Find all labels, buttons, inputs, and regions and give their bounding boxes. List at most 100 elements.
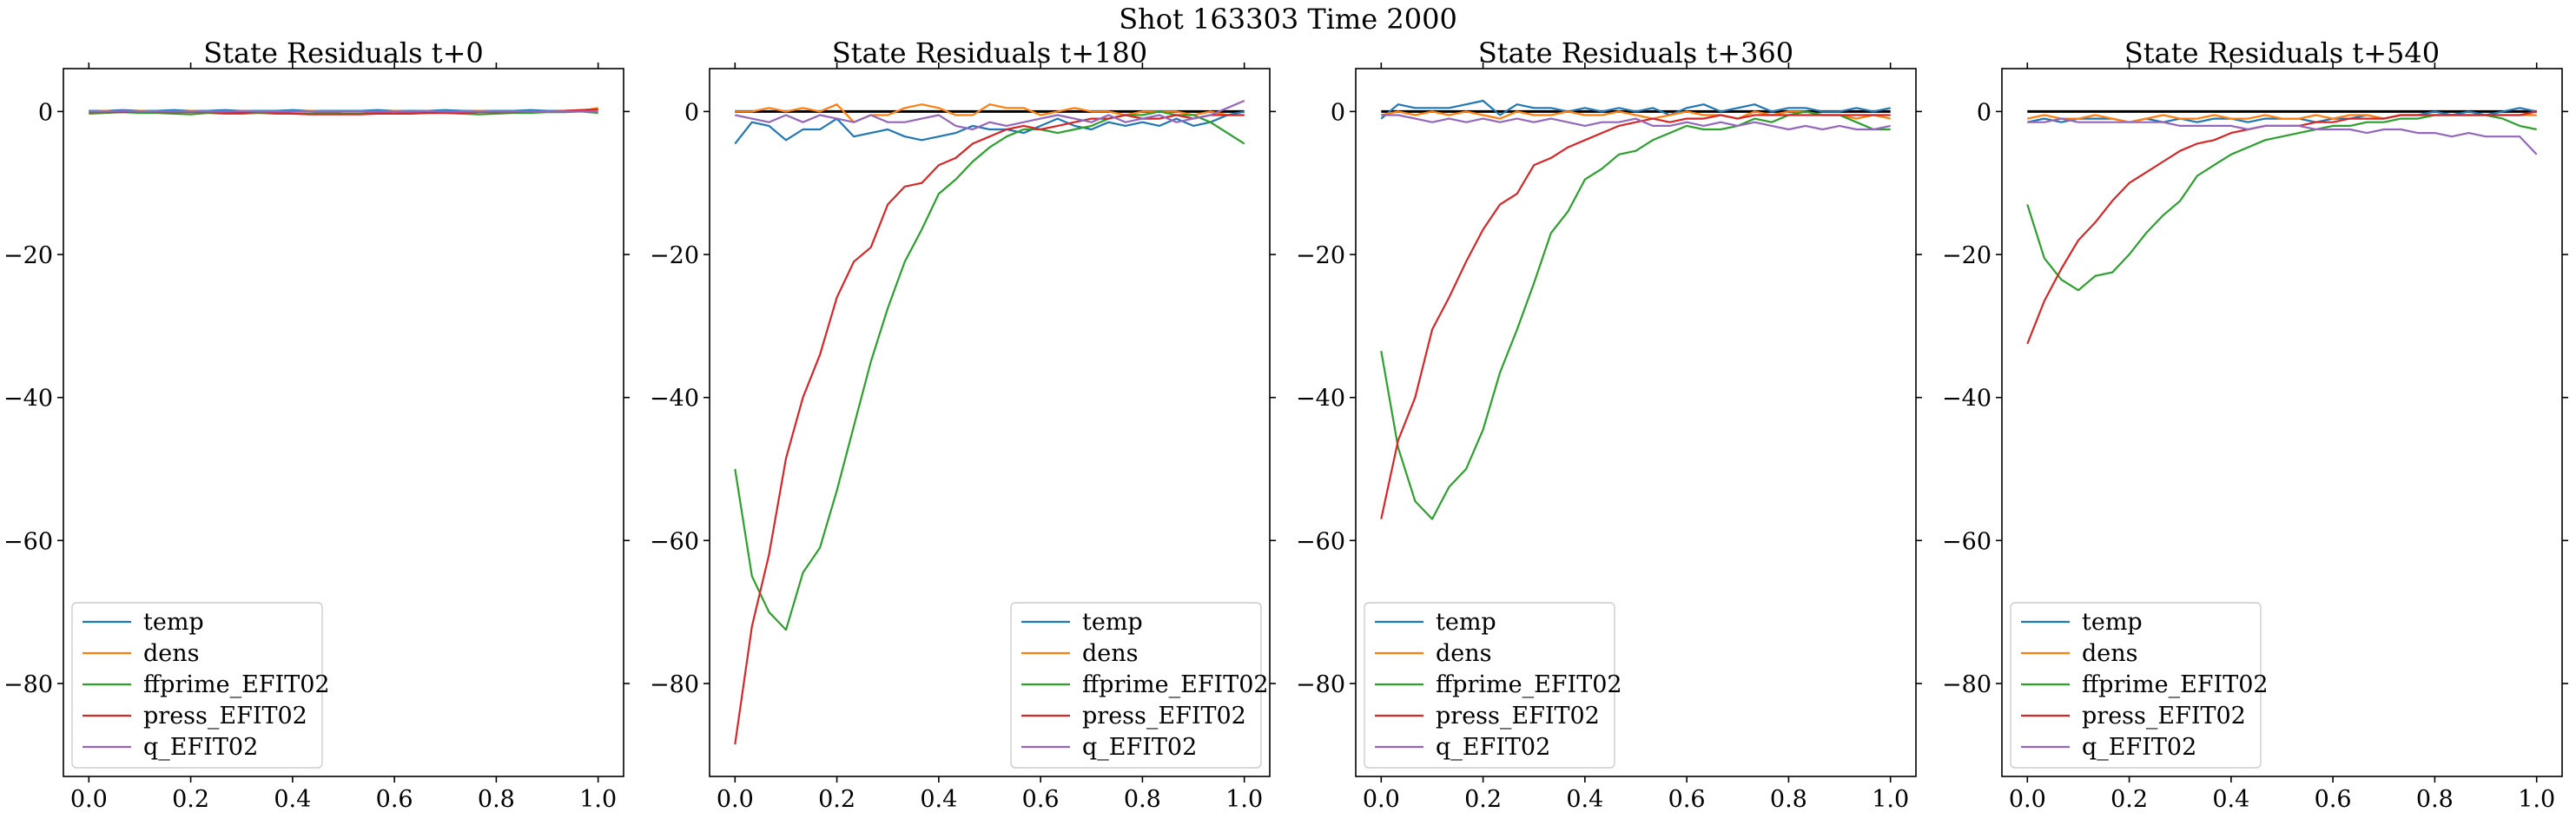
- x-tick-label: 1.0: [579, 786, 617, 813]
- panel-title: State Residuals t+180: [832, 36, 1147, 69]
- y-tick-label: −20: [1296, 242, 1345, 269]
- legend: temp dens ffprime_EFIT02 press_EFIT02 q_EFIT…: [1364, 602, 1622, 769]
- x-tick-label: 0.2: [2110, 786, 2148, 813]
- legend-label-ffprime_EFIT02: ffprime_EFIT02: [143, 671, 330, 698]
- panel-title: State Residuals t+540: [2124, 36, 2440, 69]
- x-tick-label: 0.6: [1668, 786, 1706, 813]
- y-tick-label: −80: [3, 671, 53, 698]
- legend-label-dens: dens: [1082, 640, 1139, 667]
- legend-frame: [71, 602, 323, 769]
- y-tick-label: 0: [1977, 99, 1991, 126]
- y-tick-label: −20: [650, 242, 699, 269]
- legend-label-q_EFIT02: q_EFIT02: [2082, 734, 2196, 761]
- x-tick-label: 0.4: [274, 786, 311, 813]
- legend-label-press_EFIT02: press_EFIT02: [1436, 703, 1600, 730]
- legend-label-dens: dens: [1436, 640, 1492, 667]
- axes-frame: [709, 68, 1271, 777]
- x-tick-label: 0.8: [1124, 786, 1161, 813]
- y-tick-label: −20: [3, 242, 53, 269]
- chart-panel-1: State Residuals t+0 0.0 0.2 0.4 0.6 0.8 1.0 0 −2…: [3, 36, 630, 813]
- legend: temp dens ffprime_EFIT02 press_EFIT02 q_EFIT…: [1010, 602, 1269, 769]
- legend-label-dens: dens: [2082, 640, 2138, 667]
- series-line-ffprime_EFIT02: [734, 110, 1245, 631]
- legend-label-temp: temp: [2082, 609, 2143, 636]
- x-tick-label: 0.0: [70, 786, 108, 813]
- x-tick-label: 0.2: [1464, 786, 1502, 813]
- legend-frame: [1010, 602, 1262, 769]
- series-line-q_EFIT02: [735, 99, 1245, 131]
- axes-frame: [1355, 68, 1917, 777]
- y-tick-label: −80: [650, 671, 699, 698]
- legend-label-press_EFIT02: press_EFIT02: [1082, 703, 1246, 730]
- series-line-ffprime_EFIT02: [1380, 110, 1891, 520]
- series-line-temp: [734, 110, 1245, 145]
- y-tick-label: −60: [650, 528, 699, 555]
- x-tick-label: 0.8: [1770, 786, 1807, 813]
- series-line-press_EFIT02: [1380, 114, 1891, 519]
- y-tick-label: −20: [1942, 242, 1991, 269]
- series-line-q_EFIT02: [2027, 117, 2538, 155]
- y-tick-label: −40: [3, 386, 53, 413]
- legend-label-ffprime_EFIT02: ffprime_EFIT02: [2082, 671, 2269, 698]
- legend-label-temp: temp: [1082, 609, 1143, 636]
- series-line-temp: [1380, 99, 1891, 120]
- series-line-press_EFIT02: [734, 114, 1245, 745]
- legend-label-press_EFIT02: press_EFIT02: [2082, 703, 2246, 730]
- chart-panel-2: State Residuals t+180 0.0 0.2 0.4 0.6 0.8 1.0 0…: [650, 36, 1276, 813]
- series-line-ffprime_EFIT02: [2026, 114, 2537, 292]
- y-tick-label: −80: [1942, 671, 1991, 698]
- x-tick-label: 0.6: [2315, 786, 2352, 813]
- y-tick-label: −40: [1942, 386, 1991, 413]
- legend: temp dens ffprime_EFIT02 press_EFIT02 q_EFIT…: [2010, 602, 2269, 769]
- x-tick-label: 0.6: [1022, 786, 1060, 813]
- y-tick-label: −60: [1296, 528, 1345, 555]
- plot-area: [1380, 99, 1891, 520]
- legend-label-ffprime_EFIT02: ffprime_EFIT02: [1082, 671, 1269, 698]
- y-tick-label: −40: [650, 386, 699, 413]
- panel-title: State Residuals t+360: [1478, 36, 1793, 69]
- x-tick-label: 1.0: [2518, 786, 2555, 813]
- x-tick-label: 1.0: [1872, 786, 1909, 813]
- y-tick-label: −60: [1942, 528, 1991, 555]
- y-tick-label: −40: [1296, 386, 1345, 413]
- x-tick-label: 0.6: [376, 786, 413, 813]
- chart-panels: State Residuals t+0 0.0 0.2 0.4 0.6 0.8 1.0 0 −2…: [3, 36, 2568, 813]
- x-tick-label: 0.4: [920, 786, 957, 813]
- x-tick-label: 0.8: [478, 786, 515, 813]
- legend-label-dens: dens: [143, 640, 200, 667]
- y-tick-label: −60: [3, 528, 53, 555]
- plot-area: [89, 107, 598, 116]
- legend-label-temp: temp: [1436, 609, 1496, 636]
- axes-frame: [63, 68, 624, 777]
- series-line-press_EFIT02: [2026, 110, 2537, 345]
- x-tick-label: 0.4: [2212, 786, 2249, 813]
- legend-label-q_EFIT02: q_EFIT02: [1082, 734, 1197, 761]
- x-tick-label: 0.8: [2416, 786, 2454, 813]
- x-tick-label: 0.0: [717, 786, 754, 813]
- y-tick-label: 0: [38, 99, 53, 126]
- y-tick-label: 0: [1331, 99, 1345, 126]
- legend-frame: [1364, 602, 1615, 769]
- chart-panel-4: State Residuals t+540 0.0 0.2 0.4 0.6 0.8 1.0 0…: [1942, 36, 2568, 813]
- legend-label-ffprime_EFIT02: ffprime_EFIT02: [1436, 671, 1622, 698]
- panel-title: State Residuals t+0: [203, 36, 484, 69]
- y-tick-label: −80: [1296, 671, 1345, 698]
- x-tick-label: 0.2: [818, 786, 855, 813]
- y-tick-label: 0: [684, 99, 699, 126]
- figure-suptitle: Shot 163303 Time 2000: [1119, 3, 1457, 36]
- x-tick-label: 0.0: [2009, 786, 2046, 813]
- legend-label-press_EFIT02: press_EFIT02: [143, 703, 307, 730]
- plot-area: [2026, 107, 2538, 345]
- legend-label-q_EFIT02: q_EFIT02: [143, 734, 258, 761]
- series-line-q_EFIT02: [1381, 114, 1891, 131]
- legend: temp dens ffprime_EFIT02 press_EFIT02 q_EFIT…: [71, 602, 330, 769]
- axes-frame: [2001, 68, 2563, 777]
- chart-panel-3: State Residuals t+360 0.0 0.2 0.4 0.6 0.8 1.0 0…: [1296, 36, 1922, 813]
- legend-label-q_EFIT02: q_EFIT02: [1436, 734, 1550, 761]
- plot-area: [734, 99, 1245, 745]
- x-tick-label: 0.4: [1566, 786, 1603, 813]
- legend-label-temp: temp: [143, 609, 204, 636]
- series-line-q_EFIT02: [89, 109, 598, 113]
- legend-frame: [2010, 602, 2262, 769]
